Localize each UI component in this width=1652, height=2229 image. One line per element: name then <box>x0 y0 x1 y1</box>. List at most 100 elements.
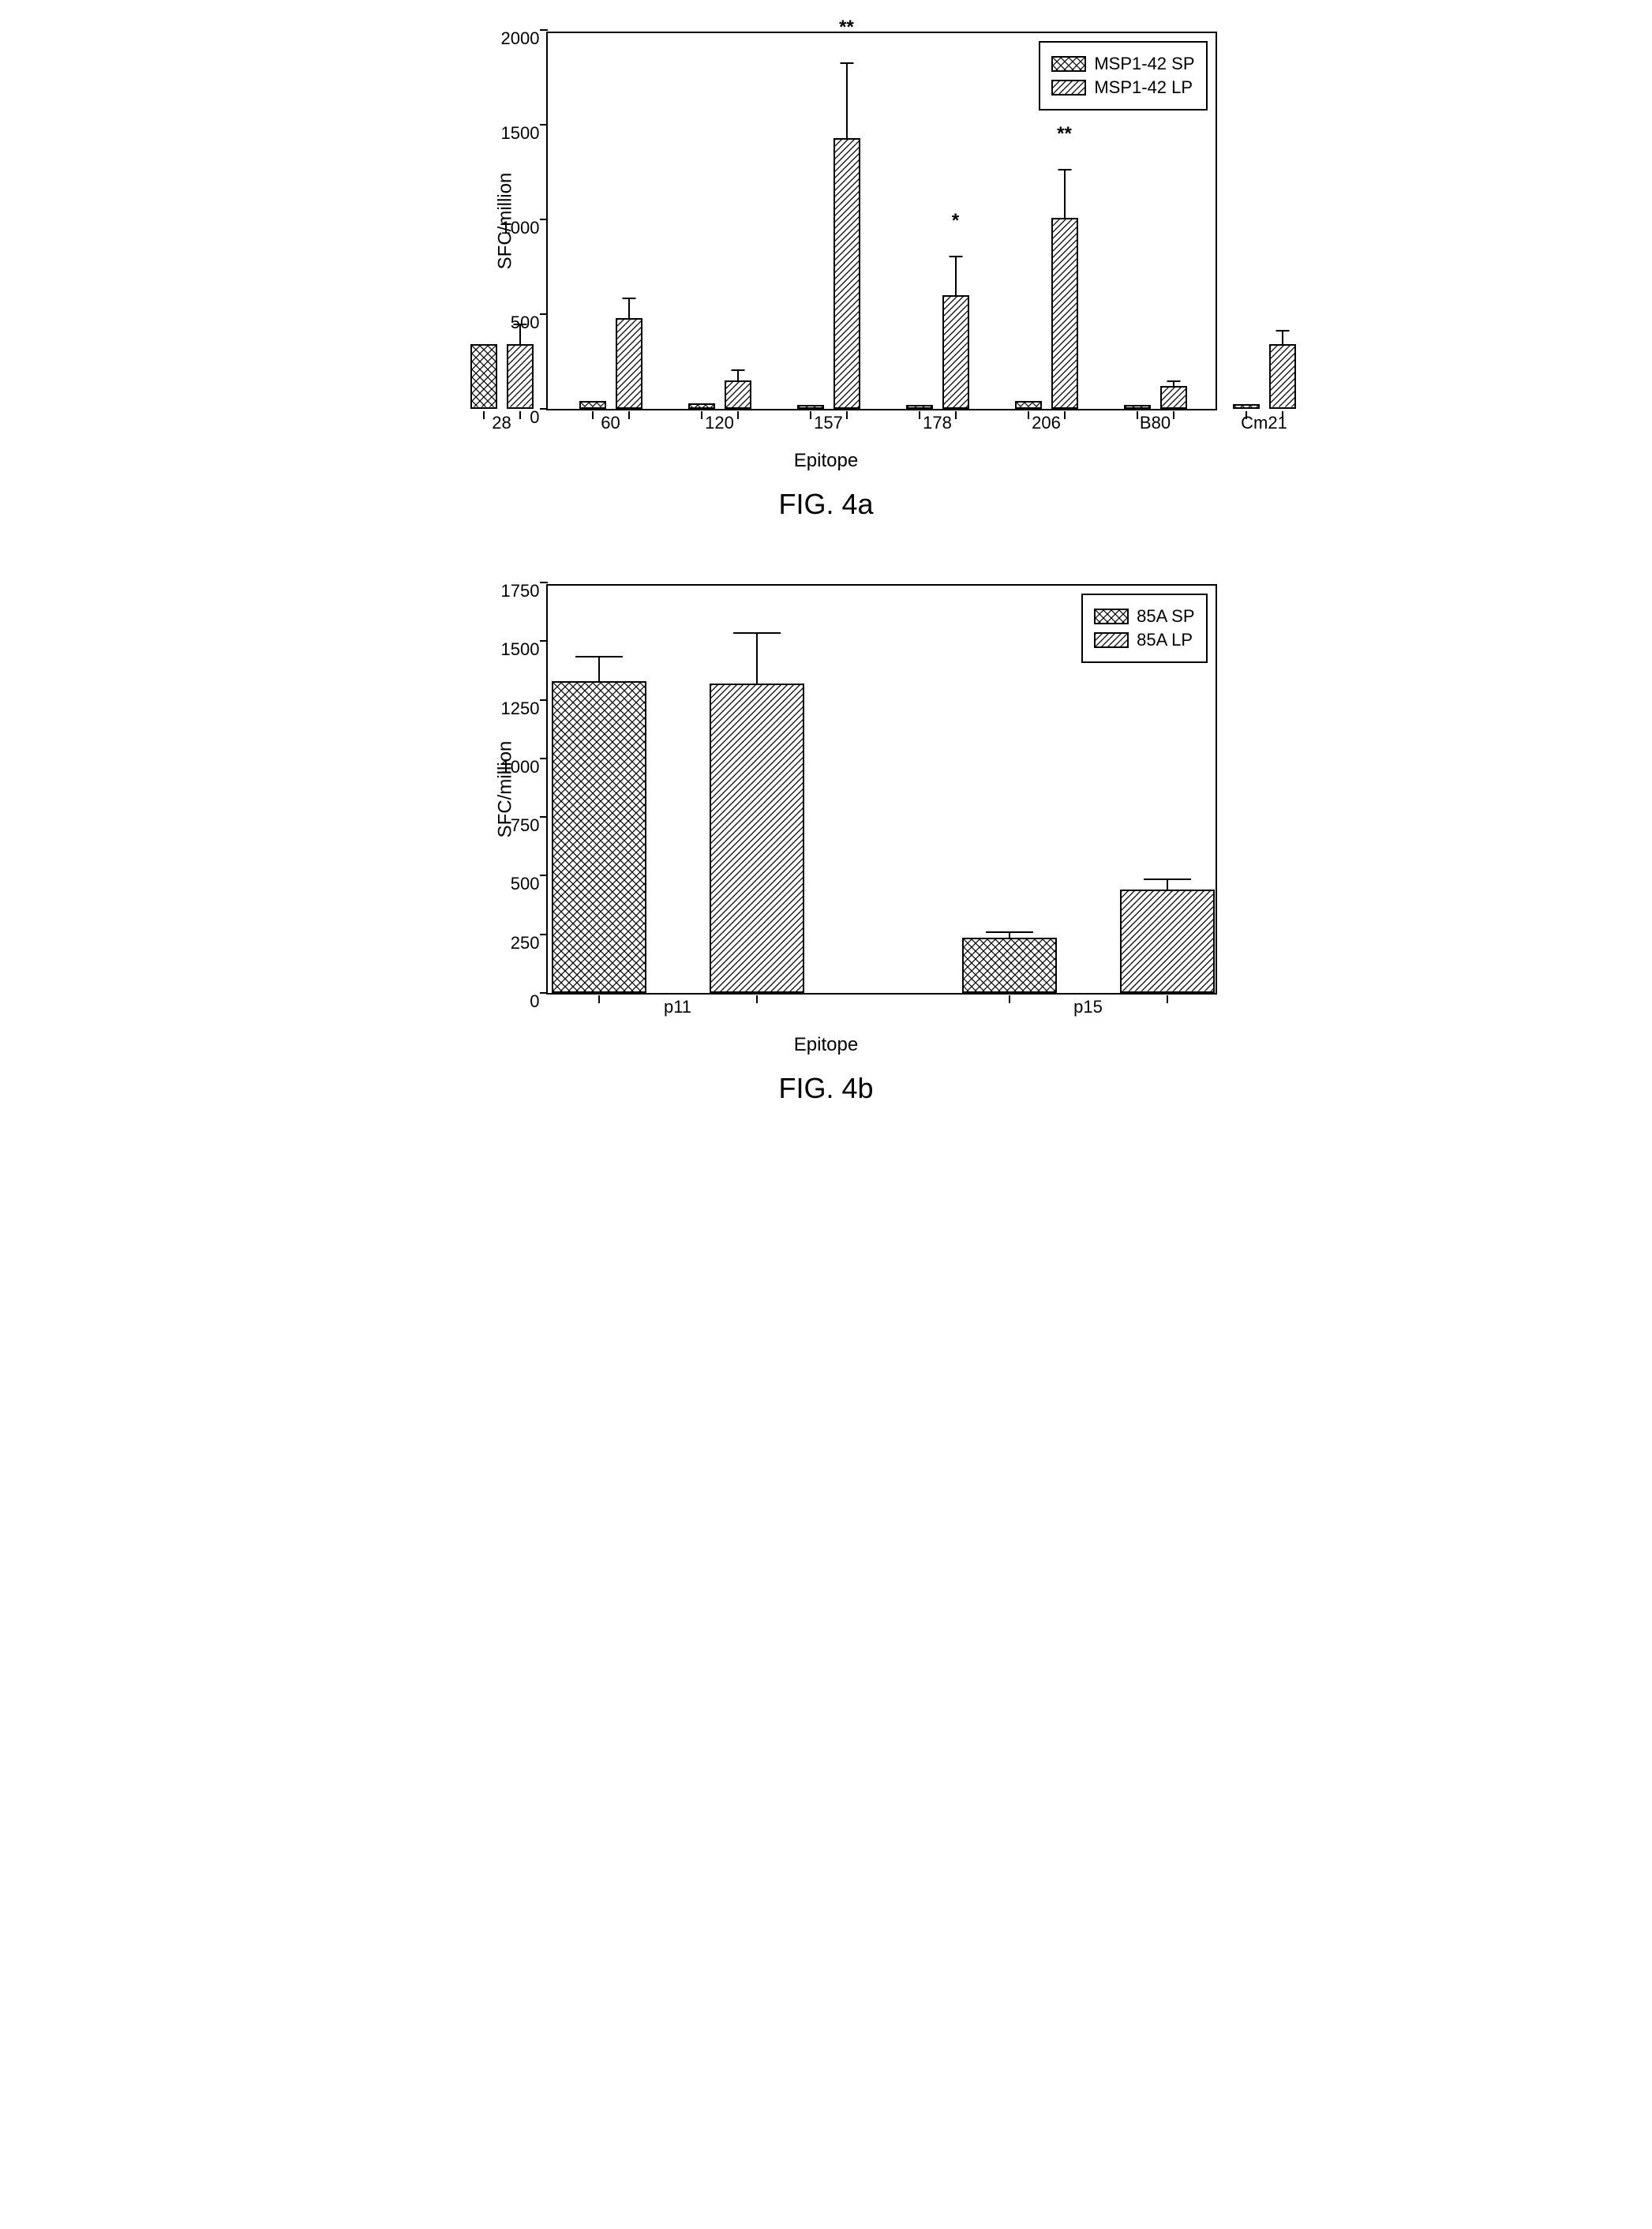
error-bar <box>737 371 739 380</box>
legend-row: MSP1-42 SP <box>1051 54 1194 74</box>
bar <box>1120 890 1215 993</box>
x-tick-label: p11 <box>664 997 691 1017</box>
error-bar <box>1282 332 1283 345</box>
error-cap <box>622 298 635 299</box>
x-tick-mark <box>737 411 739 419</box>
y-tick-label: 750 <box>493 815 540 836</box>
error-cap <box>1144 878 1191 880</box>
x-tick-mark <box>701 411 702 419</box>
legend-row: MSP1-42 LP <box>1051 77 1194 98</box>
y-tick-mark <box>540 699 548 701</box>
y-tick-label: 250 <box>493 933 540 953</box>
y-tick-label: 1000 <box>493 757 540 777</box>
bar <box>1124 405 1151 409</box>
x-tick-mark <box>846 411 848 419</box>
error-bar <box>955 257 957 295</box>
y-tick-label: 0 <box>493 991 540 1012</box>
x-tick-label: 28 <box>492 413 511 433</box>
x-tick-label: 206 <box>1032 413 1061 433</box>
error-bar <box>598 657 600 681</box>
y-tick-label: 1750 <box>493 581 540 601</box>
x-tick-label: Cm21 <box>1241 413 1287 433</box>
y-tick-label: 1500 <box>493 639 540 660</box>
error-cap <box>1167 380 1180 382</box>
chart-a-plot: SFC/million ***** 0500100015002000 28601… <box>546 32 1217 410</box>
bar <box>552 681 646 993</box>
chart-a-legend: MSP1-42 SP MSP1-42 LP <box>1039 41 1207 111</box>
bar <box>725 380 751 409</box>
x-tick-mark <box>592 411 594 419</box>
error-bar <box>846 64 848 138</box>
y-tick-mark <box>540 29 548 31</box>
y-tick-mark <box>540 758 548 759</box>
x-tick-mark <box>1028 411 1029 419</box>
x-tick-mark <box>1137 411 1138 419</box>
bar <box>616 318 642 409</box>
error-cap <box>1276 330 1289 332</box>
x-tick-mark <box>1173 411 1174 419</box>
error-bar <box>1167 880 1168 890</box>
error-cap <box>733 632 781 634</box>
legend-swatch <box>1094 632 1129 648</box>
y-tick-mark <box>540 219 548 220</box>
legend-swatch <box>1051 80 1086 96</box>
error-cap <box>731 369 744 371</box>
y-tick-label: 2000 <box>493 28 540 49</box>
bar <box>797 405 824 409</box>
chart-a-xlabel: Epitope <box>451 450 1201 472</box>
bar <box>1051 218 1078 409</box>
legend-row: 85A SP <box>1094 606 1194 627</box>
x-tick-label: 120 <box>705 413 734 433</box>
error-bar <box>628 299 630 318</box>
significance-mark: * <box>952 210 959 232</box>
y-tick-mark <box>540 816 548 818</box>
legend-row: 85A LP <box>1094 630 1194 650</box>
error-cap <box>840 62 853 64</box>
x-tick-mark <box>1064 411 1066 419</box>
legend-label: 85A SP <box>1137 606 1194 627</box>
y-tick-mark <box>540 408 548 410</box>
x-tick-mark <box>483 411 485 419</box>
bar <box>1015 401 1042 409</box>
x-tick-label: 178 <box>923 413 952 433</box>
figure-4a: SFC/million ***** 0500100015002000 28601… <box>451 32 1201 521</box>
error-cap <box>986 931 1033 933</box>
chart-b-title: FIG. 4b <box>451 1072 1201 1105</box>
bar <box>579 401 606 409</box>
x-tick-mark <box>1282 411 1283 419</box>
bar <box>1269 344 1296 409</box>
error-bar <box>1009 933 1010 938</box>
significance-mark: ** <box>839 17 854 39</box>
y-tick-mark <box>540 582 548 583</box>
chart-a-yaxis: 0500100015002000 <box>493 33 540 409</box>
bar <box>1233 404 1260 409</box>
x-tick-mark <box>1167 995 1168 1003</box>
x-tick-mark <box>810 411 811 419</box>
error-bar <box>1064 170 1066 218</box>
x-tick-label: 157 <box>814 413 843 433</box>
legend-swatch <box>1051 56 1086 72</box>
y-tick-mark <box>540 640 548 642</box>
figure-4b: SFC/million 02505007501000125015001750 p… <box>451 584 1201 1105</box>
y-tick-label: 1000 <box>493 218 540 238</box>
error-cap <box>1058 169 1071 170</box>
chart-b-plot: SFC/million 02505007501000125015001750 p… <box>546 584 1217 995</box>
x-tick-mark <box>1009 995 1010 1003</box>
y-tick-label: 1250 <box>493 699 540 719</box>
bar <box>688 403 715 409</box>
error-bar <box>756 634 758 683</box>
x-tick-label: p15 <box>1073 997 1103 1017</box>
chart-b-legend: 85A SP 85A LP <box>1081 594 1207 663</box>
y-tick-mark <box>540 992 548 994</box>
x-tick-label: B80 <box>1140 413 1171 433</box>
error-bar <box>1173 382 1174 386</box>
x-tick-mark <box>519 411 521 419</box>
bar <box>833 138 860 409</box>
bar <box>1160 386 1187 409</box>
error-cap <box>575 656 623 657</box>
legend-swatch <box>1094 609 1129 624</box>
x-tick-mark <box>598 995 600 1003</box>
x-tick-mark <box>1246 411 1247 419</box>
y-tick-label: 500 <box>493 874 540 894</box>
significance-mark: ** <box>1057 123 1072 145</box>
